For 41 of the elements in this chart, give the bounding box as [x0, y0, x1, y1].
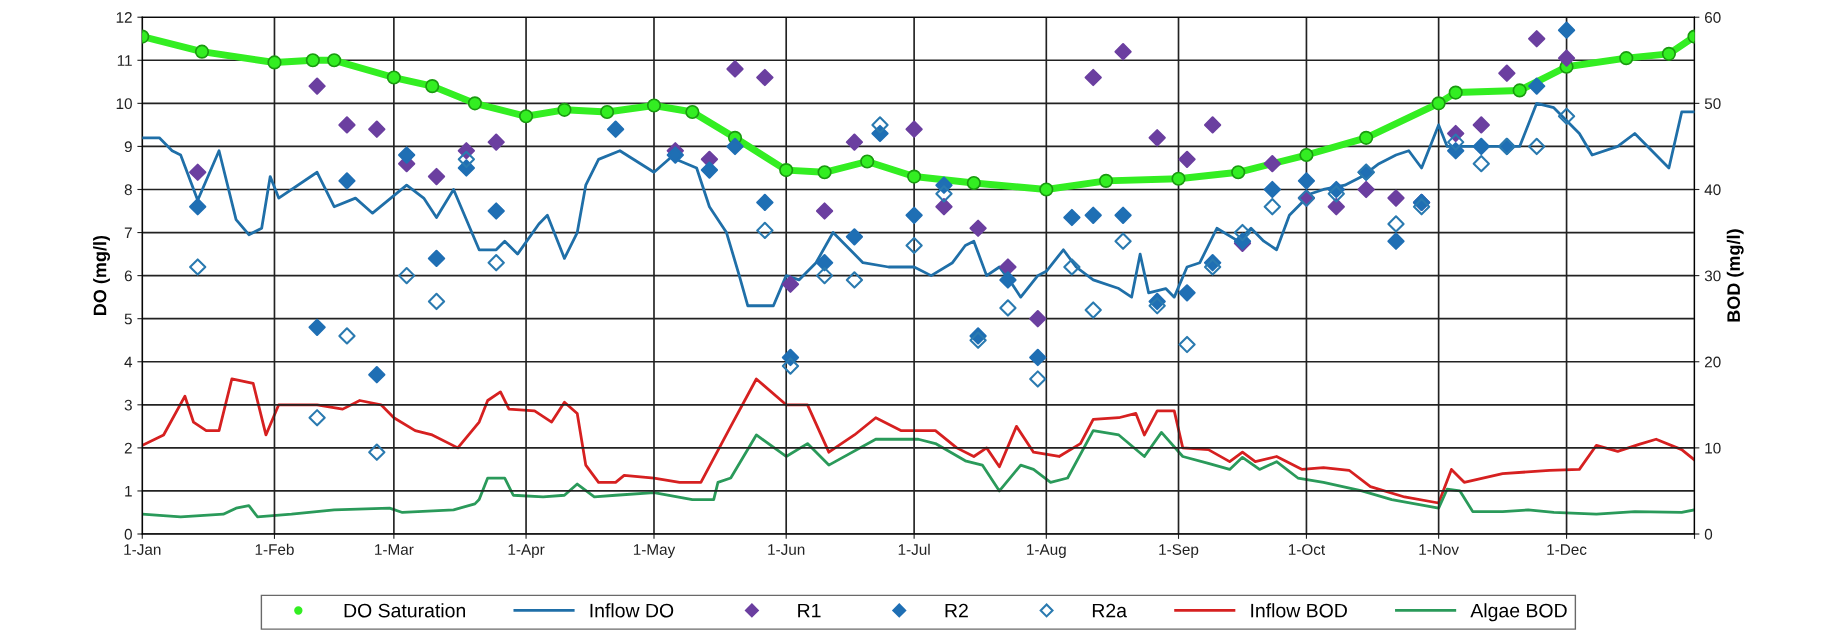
y2-tick-label: 40 [1704, 184, 1721, 196]
y2-tick-label: 30 [1704, 270, 1721, 282]
y2-axis-title: BOD (mg/l) [1726, 229, 1744, 322]
y-tick-label: 8 [124, 184, 132, 196]
y-axis-title: DO (mg/l) [93, 235, 110, 316]
y2-tick-label: 10 [1705, 442, 1721, 454]
legend-label: Inflow DO [590, 603, 674, 618]
legend-label: DO Saturation [344, 603, 465, 618]
x-tick-label: 1-Jun [768, 544, 805, 555]
y-tick-label: 6 [124, 270, 132, 282]
x-tick-label: 1-Feb [255, 543, 294, 555]
x-tick-label: 1-Mar [375, 544, 414, 555]
y2-tick-label: 0 [1704, 528, 1713, 540]
y-tick-label: 4 [124, 356, 133, 368]
y2-tick-label: 60 [1704, 12, 1721, 23]
y-tick-label: 2 [124, 442, 132, 454]
legend-label: R2a [1092, 603, 1127, 618]
y-tick-label: 9 [124, 141, 132, 153]
y-tick-label: 10 [116, 98, 132, 110]
x-tick-label: 1-Apr [508, 544, 545, 558]
x-tick-label: 1-Dec [1547, 544, 1587, 555]
x-tick-label: 1-Jan [124, 544, 161, 555]
y-tick-label: 1 [125, 485, 132, 497]
x-tick-label: 1-May [633, 544, 676, 558]
x-tick-label: 1-Nov [1419, 544, 1459, 555]
y-tick-label: 12 [116, 12, 132, 23]
y2-tick-label: 50 [1704, 98, 1721, 110]
legend-label: Algae BOD [1470, 603, 1567, 622]
y-tick-label: 3 [124, 399, 132, 411]
x-tick-label: 1-Aug [1027, 544, 1066, 558]
y-tick-label: 0 [124, 528, 132, 540]
x-tick-label: 1-Oct [1288, 544, 1325, 555]
y2-tick-label: 20 [1704, 356, 1721, 368]
legend-label: R2 [945, 603, 968, 618]
y-tick-label: 11 [117, 55, 132, 66]
y-tick-label: 7 [124, 227, 132, 239]
x-tick-label: 1-Sep [1159, 544, 1199, 558]
y-tick-label: 5 [124, 313, 132, 325]
legend-label: R1 [798, 603, 821, 618]
x-tick-label: 1-Jul [898, 543, 930, 555]
legend-label: Inflow BOD [1251, 603, 1347, 618]
